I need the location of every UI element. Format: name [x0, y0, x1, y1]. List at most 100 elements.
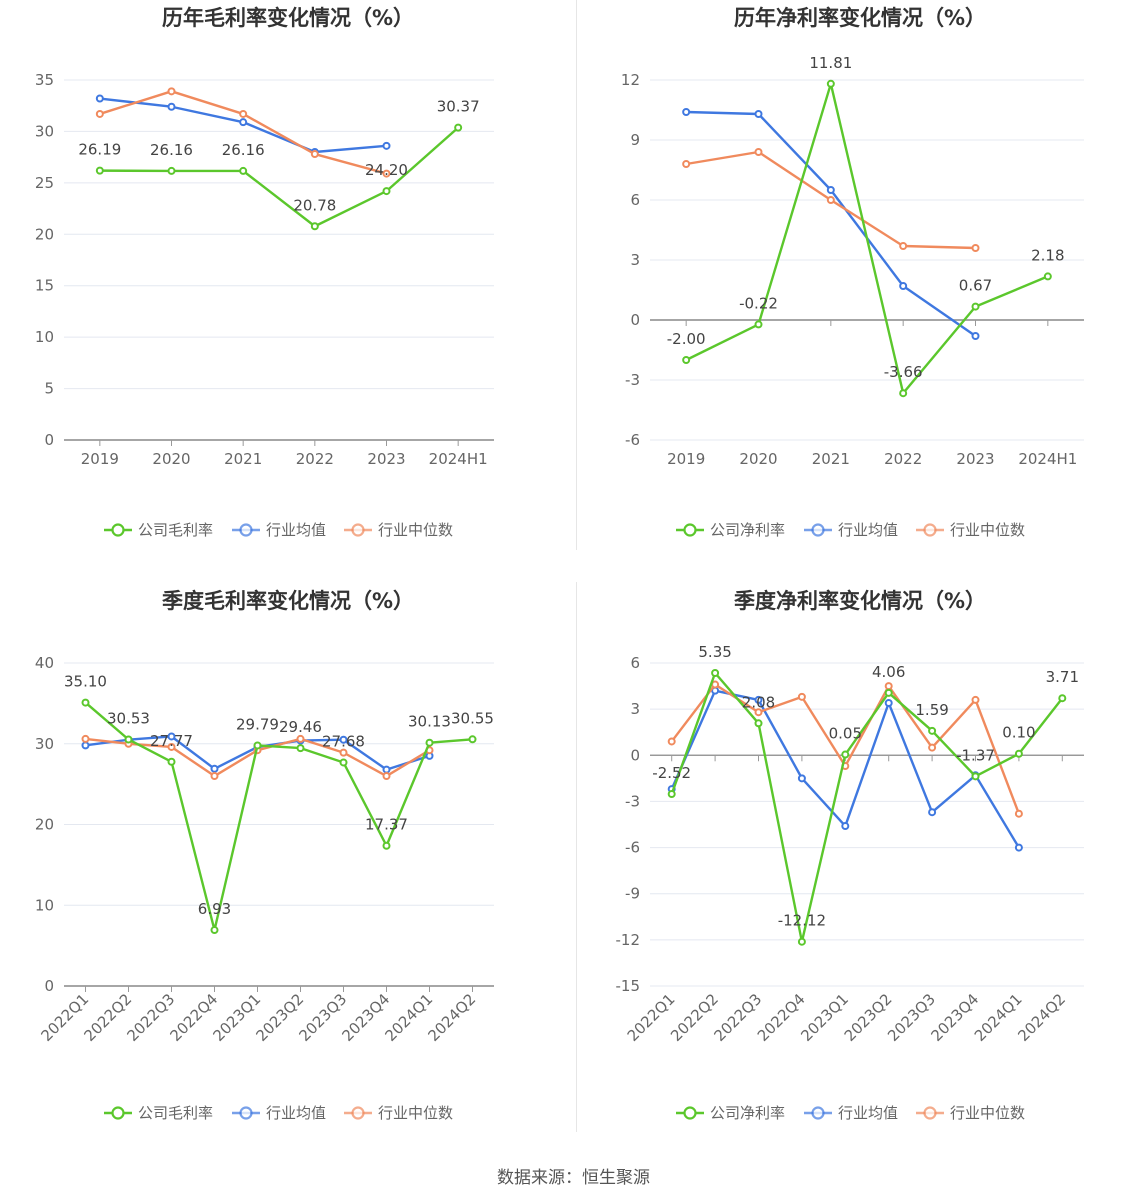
chart-plot: 0102030402022Q12022Q22022Q32022Q42023Q12…: [35, 654, 494, 1122]
data-point-industry_median: [971, 695, 980, 704]
data-label: 5.35: [698, 643, 731, 661]
y-tick-label: 6: [630, 191, 640, 209]
y-tick-label: -15: [616, 977, 641, 995]
data-label: 2.08: [742, 693, 775, 711]
data-point-industry_median: [210, 772, 219, 781]
data-point-company: [971, 772, 980, 781]
data-label: 1.59: [915, 701, 948, 719]
legend-swatch-marker: [683, 523, 697, 537]
legend-label: 公司净利率: [710, 1104, 785, 1122]
legend-label: 公司净利率: [710, 521, 785, 539]
data-point-company: [296, 744, 305, 753]
data-point-company: [239, 166, 248, 175]
legend-label: 行业均值: [838, 1104, 898, 1122]
y-tick-label: 6: [630, 654, 640, 672]
data-point-industry_median: [339, 748, 348, 757]
legend-label: 公司毛利率: [138, 1104, 213, 1122]
data-point-industry_median: [754, 148, 763, 156]
legend-swatch-marker: [923, 1106, 937, 1120]
data-point-company: [310, 222, 319, 231]
data-label: 3.71: [1046, 668, 1079, 686]
chart-title: 历年毛利率变化情况（%）: [161, 6, 415, 30]
data-label: 35.10: [64, 673, 107, 691]
y-tick-label: 20: [35, 225, 54, 243]
data-label: 0.67: [959, 277, 992, 295]
data-point-industry_avg: [95, 94, 104, 103]
data-label: 6.93: [198, 900, 231, 918]
data-point-company: [682, 356, 691, 364]
data-point-company: [167, 166, 176, 175]
series-line-company: [99, 126, 459, 228]
x-tick-label: 2021: [224, 450, 262, 468]
panel-divider-bottom: [576, 582, 577, 1132]
data-point-industry_avg: [210, 764, 219, 773]
data-label: 2.18: [1031, 246, 1064, 264]
legend-item-company: 公司毛利率: [104, 521, 213, 539]
series-line-company: [670, 671, 1064, 943]
y-tick-label: -9: [625, 885, 640, 903]
series-line-company: [685, 82, 1049, 395]
chart-annual-gross-margin: 历年毛利率变化情况（%） 0 5 10 15 20 25 30 35 2019 2020 2021 2…: [8, 0, 568, 570]
x-tick-label: 2023: [956, 450, 994, 468]
data-point-industry_median: [971, 244, 980, 252]
data-point-industry_avg: [797, 774, 806, 783]
data-point-company: [754, 719, 763, 728]
y-tick-label: 35: [35, 71, 54, 89]
data-point-company: [841, 750, 850, 759]
series-line-company: [84, 701, 473, 932]
y-tick-label: -6: [625, 839, 640, 857]
legend-swatch-marker: [811, 1106, 825, 1120]
data-label: 17.37: [365, 816, 408, 834]
data-label: 20.78: [293, 196, 336, 214]
data-point-industry_median: [711, 680, 720, 689]
data-point-industry_median: [899, 242, 908, 250]
data-point-company: [454, 123, 463, 132]
x-tick-label: 2021: [812, 450, 850, 468]
x-tick-label: 2024Q2: [1014, 990, 1069, 1045]
y-tick-label: 15: [35, 277, 54, 295]
data-label: -12.12: [778, 912, 826, 930]
data-point-industry_median: [667, 737, 676, 746]
data-point-company: [95, 166, 104, 175]
data-point-company: [971, 302, 980, 311]
data-label: 11.81: [809, 54, 852, 72]
y-tick-label: 3: [630, 700, 640, 718]
data-label: 24.20: [365, 161, 408, 179]
y-tick-label: 10: [35, 328, 54, 346]
data-point-industry_avg: [899, 282, 908, 290]
data-point-company: [339, 758, 348, 767]
data-point-industry_avg: [339, 735, 348, 744]
y-tick-label: 5: [44, 380, 54, 398]
data-point-industry_avg: [754, 695, 763, 704]
data-label: 27.68: [322, 732, 365, 750]
chart-title: 历年净利率变化情况（%）: [733, 6, 987, 30]
data-point-company: [754, 320, 763, 329]
data-point-company: [667, 790, 676, 799]
data-point-industry_avg: [1014, 843, 1023, 852]
legend-label: 行业中位数: [378, 521, 453, 539]
data-label: 30.13: [408, 713, 451, 731]
data-point-industry_median: [239, 109, 248, 118]
legend-item-industry_avg: 行业均值: [232, 521, 326, 539]
legend-item-industry_median: 行业中位数: [916, 1104, 1025, 1122]
data-point-industry_median: [81, 734, 90, 743]
chart-quarterly-net-margin: 季度净利率变化情况（%） -15 -12 -9 -6 -3 0 3 6 2022Q1 2022Q2…: [580, 583, 1140, 1153]
data-point-industry_median: [382, 169, 391, 178]
data-point-company: [899, 389, 908, 398]
legend-item-company: 公司净利率: [676, 521, 785, 539]
y-tick-label: 0: [44, 431, 54, 449]
data-label: 30.37: [437, 98, 480, 116]
data-point-company: [167, 757, 176, 766]
data-point-industry_avg: [382, 765, 391, 774]
chart-annual-net-margin: 历年净利率变化情况（%） -6 -3 0 3 6 9 12 2019 2020 2021 2022 2…: [580, 0, 1140, 570]
chart-title: 季度毛利率变化情况（%）: [161, 589, 415, 613]
legend-swatch-marker: [111, 1106, 125, 1120]
data-point-company: [928, 726, 937, 735]
legend-item-industry_median: 行业中位数: [344, 1104, 453, 1122]
data-point-company: [468, 735, 477, 744]
data-label: 0.10: [1002, 724, 1035, 742]
legend-swatch-marker: [923, 523, 937, 537]
data-point-industry_median: [682, 160, 691, 168]
y-tick-label: 10: [35, 896, 54, 914]
x-tick-label: 2024H1: [429, 450, 488, 468]
